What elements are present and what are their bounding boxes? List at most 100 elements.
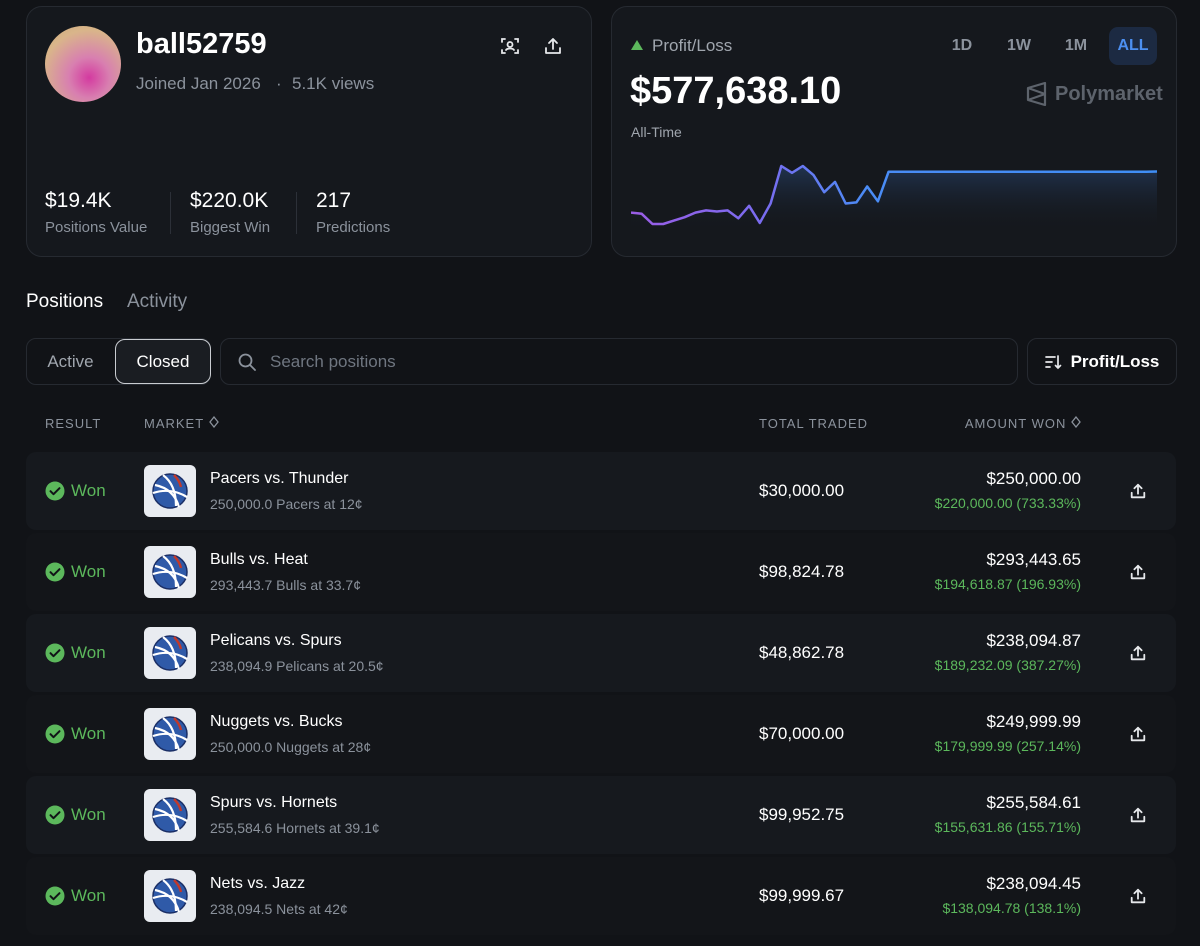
pnl-area	[631, 166, 1157, 232]
table-row	[26, 776, 1176, 854]
stat-label: Biggest Win	[190, 219, 271, 236]
total-traded: $98,824.78	[759, 562, 845, 581]
sort-button[interactable]: Profit/Loss	[1027, 338, 1177, 385]
won-check	[45, 643, 65, 663]
amount-won: $238,094.45	[986, 874, 1081, 893]
filter-button[interactable]: Closed	[115, 339, 211, 384]
table-row	[26, 533, 1176, 611]
range-button[interactable]: 1M	[1064, 37, 1088, 54]
brand-logo	[1026, 82, 1047, 106]
market-detail: 250,000.0 Nuggets at 28¢	[210, 739, 372, 755]
total-traded: $30,000.00	[759, 481, 845, 500]
profit: $189,232.09 (387.27%)	[934, 657, 1081, 673]
market-title[interactable]: Pelicans vs. Spurs	[210, 632, 342, 649]
market-detail: 250,000.0 Pacers at 12¢	[210, 496, 363, 512]
pnl-chart	[631, 164, 1157, 232]
brand-name: Polymarket	[1055, 83, 1163, 105]
sort-label: Profit/Loss	[1070, 351, 1160, 371]
separator: ·	[276, 74, 282, 93]
profile-card	[26, 6, 592, 257]
row-share[interactable]	[1129, 644, 1147, 662]
profit: $179,999.99 (257.14%)	[934, 738, 1081, 754]
search-box[interactable]: Search positions	[220, 338, 1018, 385]
profit: $155,631.86 (155.71%)	[934, 819, 1081, 835]
pnl-label: Profit/Loss	[652, 36, 733, 55]
search-placeholder: Search positions	[270, 351, 396, 371]
market-icon	[144, 870, 196, 922]
range-button[interactable]: 1W	[1007, 37, 1031, 54]
stat-value: 217	[316, 189, 352, 212]
avatar	[45, 26, 121, 102]
views: 5.1K views	[292, 74, 375, 93]
stat-divider	[170, 192, 171, 234]
amount-won: $255,584.61	[986, 793, 1081, 812]
won-check	[45, 724, 65, 744]
header-result: RESULT	[45, 416, 102, 431]
tab[interactable]: Activity	[127, 291, 188, 312]
won-check	[45, 562, 65, 582]
market-detail: 255,584.6 Hornets at 39.1¢	[210, 820, 380, 836]
market-icon	[144, 627, 196, 679]
up-triangle	[631, 40, 643, 50]
market-title[interactable]: Bulls vs. Heat	[210, 551, 308, 568]
search-icon	[238, 353, 256, 371]
stat-value: $220.0K	[190, 189, 269, 212]
market-title[interactable]: Nuggets vs. Bucks	[210, 713, 343, 730]
market-detail: 293,443.7 Bulls at 33.7¢	[210, 577, 362, 593]
joined: Joined Jan 2026	[136, 74, 261, 93]
market-title[interactable]: Nets vs. Jazz	[210, 875, 306, 892]
market-icon	[144, 789, 196, 841]
table-row	[26, 452, 1176, 530]
market-icon	[144, 708, 196, 760]
total-traded: $99,952.75	[759, 805, 845, 824]
won-check	[45, 886, 65, 906]
row-share[interactable]	[1129, 887, 1147, 905]
market-title[interactable]: Pacers vs. Thunder	[210, 470, 349, 487]
table-row	[26, 857, 1176, 935]
result: Won	[71, 643, 106, 662]
stat-divider	[296, 192, 297, 234]
header-text: AMOUNT WON	[964, 416, 1067, 431]
market-icon	[144, 465, 196, 517]
scan-icon[interactable]	[500, 36, 520, 56]
profit: $220,000.00 (733.33%)	[934, 495, 1081, 511]
amount-won: $293,443.65	[986, 550, 1081, 569]
row-share[interactable]	[1129, 482, 1147, 500]
stat-label: Predictions	[316, 219, 391, 236]
header-text: MARKET	[144, 416, 204, 431]
result: Won	[71, 805, 106, 824]
tab[interactable]: Positions	[26, 291, 104, 312]
table-row	[26, 695, 1176, 773]
share-icon[interactable]	[543, 36, 563, 56]
sort-glyph	[1071, 415, 1081, 429]
header-market[interactable]: MARKET	[144, 415, 219, 431]
row-share[interactable]	[1129, 725, 1147, 743]
row-share[interactable]	[1129, 806, 1147, 824]
pnl-period: All-Time	[631, 124, 682, 140]
range-button[interactable]: ALL	[1109, 27, 1157, 65]
pnl-amount: $577,638.10	[630, 70, 842, 112]
won-check	[45, 805, 65, 825]
market-detail: 238,094.9 Pelicans at 20.5¢	[210, 658, 384, 674]
amount-won: $250,000.00	[986, 469, 1081, 488]
row-share[interactable]	[1129, 563, 1147, 581]
range-button[interactable]: 1D	[951, 37, 973, 54]
pnl-line	[631, 164, 1157, 226]
sort-icon	[1044, 354, 1061, 369]
header-traded: TOTAL TRADED	[759, 416, 869, 431]
result: Won	[71, 562, 106, 581]
total-traded: $99,999.67	[759, 886, 845, 905]
filter-button[interactable]: Active	[47, 351, 94, 371]
market-detail: 238,094.5 Nets at 42¢	[210, 901, 348, 917]
result: Won	[71, 481, 106, 500]
profit: $194,618.87 (196.93%)	[934, 576, 1081, 592]
table-row	[26, 614, 1176, 692]
result: Won	[71, 886, 106, 905]
stat-label: Positions Value	[45, 219, 148, 236]
won-check	[45, 481, 65, 501]
header-won[interactable]: AMOUNT WON	[964, 415, 1081, 431]
market-title[interactable]: Spurs vs. Hornets	[210, 794, 338, 811]
sort-glyph	[208, 415, 219, 429]
amount-won: $238,094.87	[986, 631, 1081, 650]
